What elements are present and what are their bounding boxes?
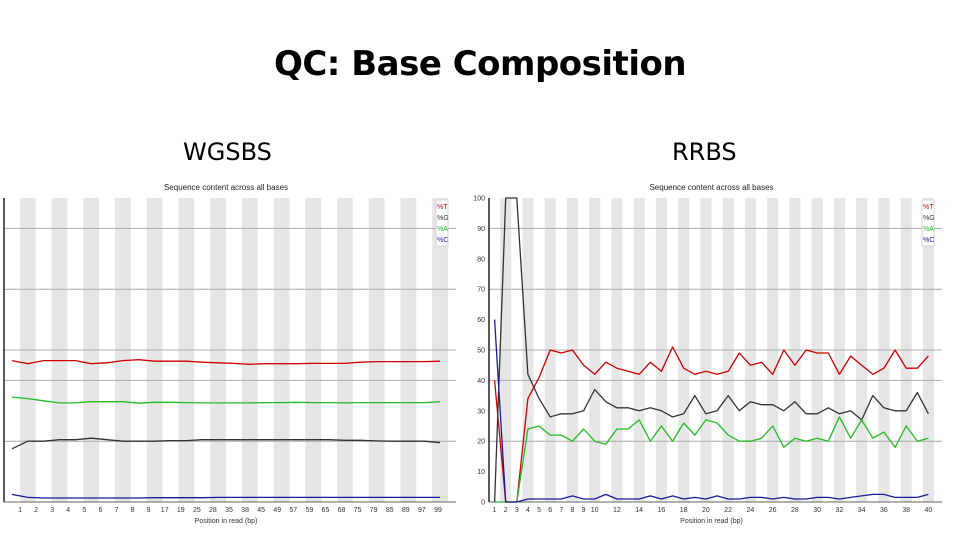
y-tick-label: 90 — [477, 226, 485, 233]
legend-item-pct-g: %G — [923, 215, 935, 222]
rrbs-chart: Sequence content across all bases 0 10 20 30… — [460, 180, 960, 540]
rrbs-heading: RRBS — [672, 138, 737, 166]
legend-item-pct-a: %A — [437, 226, 448, 233]
y-tick-label: 60 — [477, 317, 485, 324]
x-tick-label: 16 — [658, 507, 666, 514]
x-tick-label: 65 — [322, 507, 330, 514]
x-tick-label: 8 — [570, 507, 574, 514]
x-tick-label: 2 — [34, 507, 38, 514]
x-tick-label: 49 — [273, 507, 281, 514]
legend-item-pct-c: %C — [437, 237, 448, 244]
series-line-pct-a — [11, 396, 441, 404]
x-tick-label: 6 — [98, 507, 102, 514]
y-tick-label: 10 — [477, 469, 485, 476]
x-axis-label: Position in read (bp) — [680, 518, 743, 525]
wgsbs-chart: Sequence content across all bases 1 2 3 4 5 6 7… — [0, 180, 460, 540]
x-tick-label: 34 — [858, 507, 866, 514]
y-tick-label: 0 — [481, 500, 485, 507]
y-tick-label: 20 — [477, 439, 485, 446]
series-line-pct-a — [494, 416, 929, 503]
x-tick-label: 24 — [747, 507, 755, 514]
series-line-pct-t — [11, 359, 441, 365]
x-tick-label: 2 — [504, 507, 508, 514]
x-tick-label: 22 — [724, 507, 732, 514]
x-tick-label: 68 — [338, 507, 346, 514]
x-tick-label: 28 — [209, 507, 217, 514]
y-tick-label: 100 — [473, 196, 485, 203]
x-tick-label: 7 — [559, 507, 563, 514]
x-tick-label: 38 — [241, 507, 249, 514]
x-tick-label: 85 — [386, 507, 394, 514]
legend-item-pct-c: %C — [923, 237, 934, 244]
series-line-pct-c — [11, 493, 441, 499]
series-line-pct-t — [493, 346, 929, 503]
x-tick-label: 7 — [115, 507, 119, 514]
y-tick-label: 80 — [477, 256, 485, 263]
legend-item-pct-t: %T — [437, 204, 448, 211]
x-tick-label: 4 — [526, 507, 530, 514]
x-tick-label: 1 — [493, 507, 497, 514]
x-tick-label: 10 — [591, 507, 599, 514]
legend-item-pct-a: %A — [923, 226, 934, 233]
x-tick-label: 3 — [515, 507, 519, 514]
y-tick-label: 70 — [477, 287, 485, 294]
x-tick-label: 18 — [680, 507, 688, 514]
x-tick-label: 38 — [902, 507, 910, 514]
legend-item-pct-g: %G — [437, 215, 449, 222]
slide-title: QC: Base Composition — [273, 44, 687, 84]
x-tick-label: 59 — [305, 507, 313, 514]
legend-item-pct-t: %T — [923, 204, 934, 211]
chart-legend: %T %G %A %C — [435, 199, 449, 247]
x-tick-label: 5 — [82, 507, 86, 514]
series-line-pct-g — [493, 197, 929, 503]
x-tick-label: 89 — [402, 507, 410, 514]
x-tick-label: 5 — [537, 507, 541, 514]
series-line-pct-g — [11, 437, 441, 450]
x-tick-label: 4 — [66, 507, 70, 514]
y-tick-label: 50 — [477, 348, 485, 355]
x-tick-label: 3 — [50, 507, 54, 514]
x-tick-label: 1 — [18, 507, 22, 514]
x-tick-label: 20 — [702, 507, 710, 514]
x-tick-label: 99 — [434, 507, 442, 514]
chart-title: Sequence content across all bases — [649, 183, 773, 192]
series-line-pct-c — [493, 319, 929, 503]
wgsbs-heading: WGSBS — [183, 138, 272, 166]
x-tick-label: 75 — [354, 507, 362, 514]
y-tick-label: 40 — [477, 378, 485, 385]
x-tick-label: 28 — [791, 507, 799, 514]
x-tick-label: 8 — [131, 507, 135, 514]
x-tick-label: 19 — [177, 507, 185, 514]
x-tick-label: 30 — [813, 507, 821, 514]
x-tick-label: 32 — [836, 507, 844, 514]
x-axis-label: Position in read (bp) — [195, 518, 258, 525]
x-tick-label: 25 — [193, 507, 201, 514]
chart-legend: %T %G %A %C — [921, 199, 935, 247]
x-tick-label: 26 — [769, 507, 777, 514]
x-tick-label: 9 — [147, 507, 151, 514]
x-tick-label: 14 — [635, 507, 643, 514]
x-tick-label: 45 — [257, 507, 265, 514]
chart-title: Sequence content across all bases — [164, 183, 288, 192]
x-tick-label: 17 — [161, 507, 169, 514]
x-tick-label: 57 — [289, 507, 297, 514]
x-tick-label: 79 — [370, 507, 378, 514]
y-tick-label: 30 — [477, 408, 485, 415]
x-tick-label: 97 — [418, 507, 426, 514]
chart-svg: Sequence content across all bases 0 10 20 30… — [473, 183, 942, 525]
x-tick-label: 40 — [925, 507, 933, 514]
x-tick-label: 9 — [582, 507, 586, 514]
x-tick-label: 6 — [548, 507, 552, 514]
x-tick-label: 35 — [225, 507, 233, 514]
x-tick-label: 36 — [880, 507, 888, 514]
x-tick-label: 12 — [613, 507, 621, 514]
